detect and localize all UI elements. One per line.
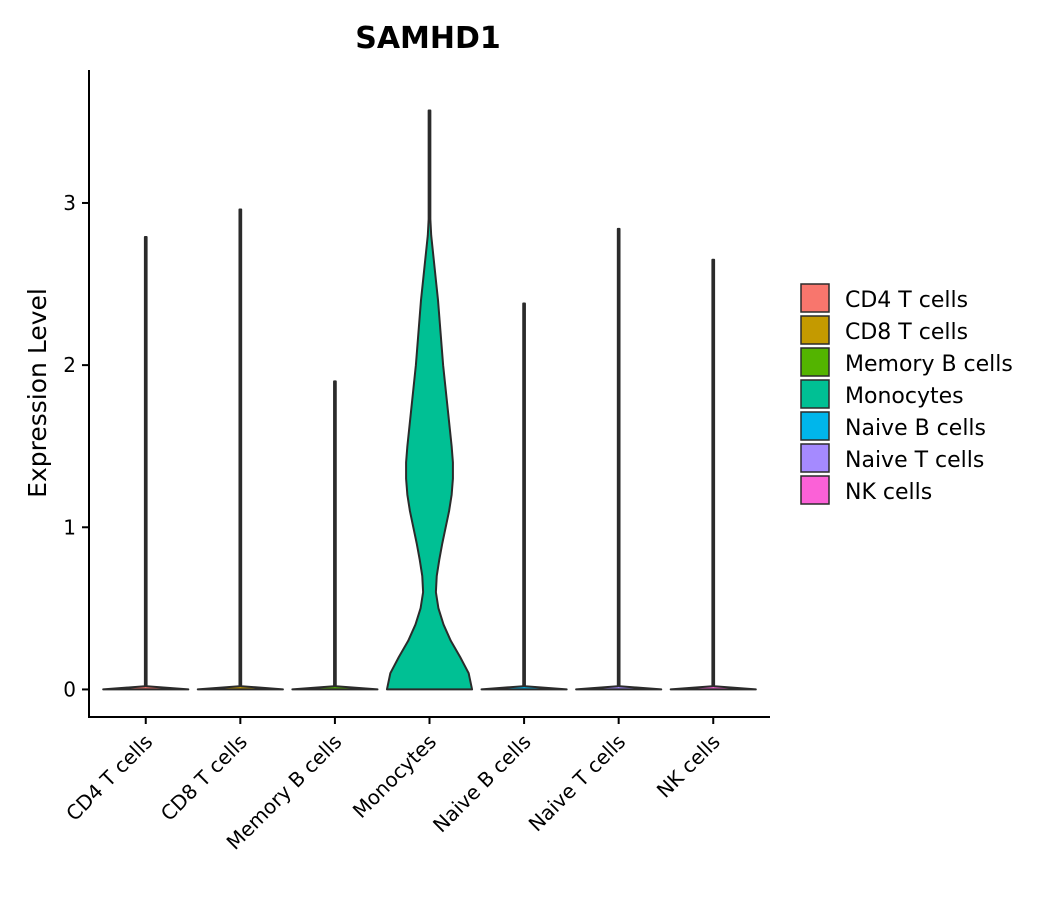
x-tick-label: NK cells	[652, 730, 725, 803]
legend-label: Naive B cells	[845, 416, 986, 441]
legend: CD4 T cells CD8 T cells Memory B cells Mono…	[800, 283, 1013, 505]
violin-memory-b-cells	[291, 380, 379, 691]
x-tick-label: Naive B cells	[428, 730, 536, 838]
legend-swatch-cd8-t-cells	[800, 315, 830, 345]
legend-label: Memory B cells	[845, 352, 1013, 377]
legend-label: Naive T cells	[845, 448, 984, 473]
x-tick-label: CD4 T cells	[61, 730, 157, 826]
legend-swatch-nk-cells	[800, 475, 830, 505]
x-tick-label: Monocytes	[348, 730, 441, 823]
violin-naive-t-cells	[575, 227, 663, 691]
y-tick-label: 0	[63, 677, 76, 701]
legend-swatch-monocytes	[800, 379, 830, 409]
legend-label: Monocytes	[845, 384, 964, 409]
violin-nk-cells	[669, 258, 757, 691]
y-tick-label: 2	[63, 353, 76, 377]
violins-layer	[102, 109, 757, 691]
violin-cd8-t-cells	[196, 208, 284, 691]
y-ticks: 0 1 2 3	[63, 191, 89, 701]
legend-swatch-naive-b-cells	[800, 411, 830, 441]
chart-title: SAMHD1	[355, 21, 501, 56]
y-axis-title: Expression Level	[23, 288, 52, 498]
legend-label: NK cells	[845, 480, 932, 505]
legend-swatch-memory-b-cells	[800, 347, 830, 377]
legend-label: CD4 T cells	[845, 288, 968, 313]
legend-swatch-naive-t-cells	[800, 443, 830, 473]
x-tick-label: CD8 T cells	[156, 730, 252, 826]
y-tick-label: 1	[63, 515, 76, 539]
violin-monocytes	[385, 109, 474, 691]
legend-label: CD8 T cells	[845, 320, 968, 345]
x-tick-label: Naive T cells	[524, 730, 631, 837]
legend-swatch-cd4-t-cells	[800, 283, 830, 313]
violin-naive-b-cells	[480, 302, 568, 691]
y-tick-label: 3	[63, 191, 76, 215]
violin-cd4-t-cells	[102, 236, 190, 691]
